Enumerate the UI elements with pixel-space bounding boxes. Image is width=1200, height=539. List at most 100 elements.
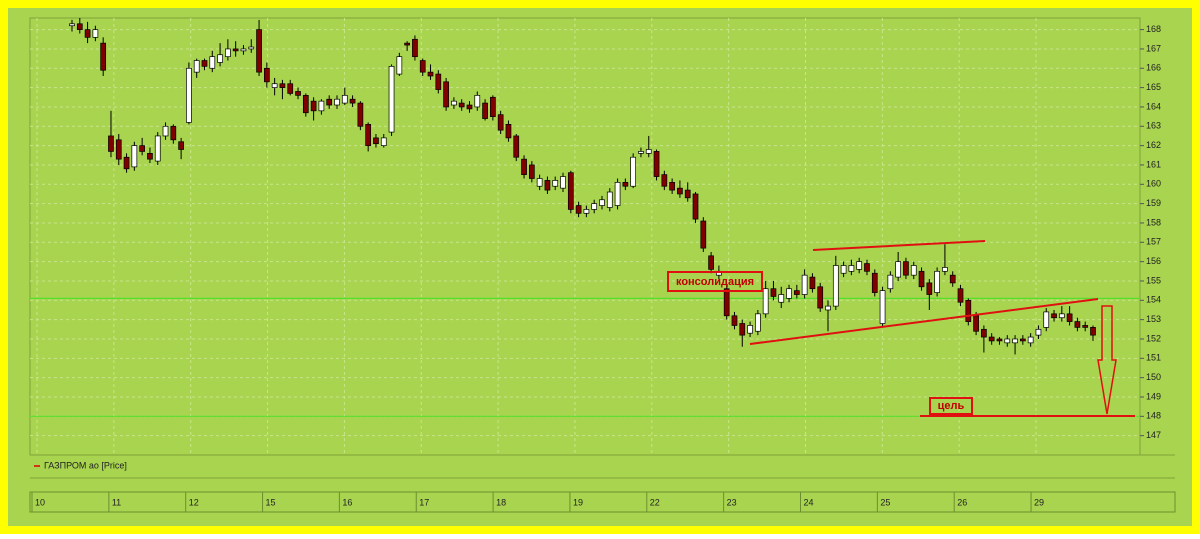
candle-body bbox=[154, 135, 161, 162]
candle-body bbox=[591, 203, 598, 210]
candle-body bbox=[614, 182, 621, 206]
candle-body bbox=[193, 60, 200, 73]
candle-body bbox=[357, 102, 364, 127]
plot-area bbox=[29, 17, 1141, 456]
candle-body bbox=[528, 164, 535, 179]
candle-body bbox=[942, 267, 948, 272]
x-tick-label: 26 bbox=[957, 497, 967, 507]
drawings: консолидация цель bbox=[667, 240, 1135, 417]
candle-body bbox=[700, 220, 707, 249]
y-tick-label: 152 bbox=[1146, 333, 1161, 343]
y-tick-label: 153 bbox=[1146, 314, 1161, 324]
candle-body bbox=[832, 265, 839, 307]
candle-body bbox=[770, 288, 777, 297]
trend-line bbox=[749, 298, 1099, 345]
trend-line bbox=[812, 240, 986, 251]
candle-body bbox=[996, 338, 1003, 342]
candle-body bbox=[162, 125, 169, 137]
candle-body bbox=[583, 209, 590, 214]
candle-body bbox=[435, 73, 442, 90]
candle-body bbox=[809, 276, 816, 290]
candle-body bbox=[232, 48, 239, 52]
y-tick-label: 166 bbox=[1146, 63, 1161, 73]
candle-body bbox=[864, 263, 870, 272]
candle-body bbox=[645, 149, 652, 154]
candle-body bbox=[341, 94, 348, 104]
y-tick-label: 154 bbox=[1146, 295, 1161, 305]
candle-body bbox=[949, 274, 956, 284]
candle-body bbox=[147, 153, 153, 160]
candle-body bbox=[747, 325, 753, 334]
candle-body bbox=[170, 125, 177, 141]
candle-body bbox=[630, 156, 637, 187]
candle-body bbox=[115, 139, 122, 160]
x-tick-label: 11 bbox=[112, 497, 121, 507]
y-tick-label: 162 bbox=[1146, 140, 1161, 150]
x-tick-label: 16 bbox=[342, 497, 352, 507]
annotation-box bbox=[667, 271, 763, 292]
y-tick-label: 156 bbox=[1146, 256, 1161, 266]
candle-body bbox=[225, 48, 231, 58]
candle-body bbox=[302, 94, 309, 114]
candle-body bbox=[848, 265, 855, 272]
candle-body bbox=[1020, 338, 1026, 342]
candle-body bbox=[606, 191, 613, 208]
candle-body bbox=[934, 270, 940, 293]
candle-body bbox=[677, 187, 683, 195]
candle-body bbox=[536, 178, 543, 187]
candle-body bbox=[505, 123, 512, 139]
candle-body bbox=[466, 104, 473, 110]
y-tick-label: 150 bbox=[1146, 372, 1161, 382]
y-tick-label: 151 bbox=[1146, 353, 1161, 363]
x-tick-label: 17 bbox=[419, 497, 429, 507]
candle-body bbox=[240, 48, 247, 52]
candle-body bbox=[575, 205, 582, 214]
candle-body bbox=[973, 315, 979, 332]
legend-label: ГАЗПРОМ ао [Price] bbox=[44, 460, 127, 470]
candle-body bbox=[622, 182, 629, 187]
plot: 147 148 149 150 151 152 153 154 155 156 157 158 159 1… bbox=[30, 18, 1161, 512]
annotation: цель bbox=[938, 400, 965, 412]
candle-body bbox=[217, 54, 223, 63]
candle-body bbox=[684, 189, 691, 199]
candle-body bbox=[871, 272, 878, 293]
y-tick-label: 155 bbox=[1146, 275, 1161, 285]
candle-body bbox=[599, 199, 605, 206]
y-tick-label: 165 bbox=[1146, 82, 1161, 92]
candle-body bbox=[840, 265, 847, 274]
candle-body bbox=[638, 151, 644, 154]
x-tick-label: 18 bbox=[496, 497, 506, 507]
candle-body bbox=[186, 67, 192, 123]
candle-body bbox=[310, 100, 317, 112]
candle-body bbox=[458, 102, 465, 108]
candle-body bbox=[279, 83, 286, 88]
candle-body bbox=[965, 299, 972, 322]
candle-body bbox=[178, 141, 184, 150]
candle-body bbox=[1051, 313, 1057, 319]
candle-body bbox=[69, 23, 75, 27]
candle-body bbox=[661, 174, 668, 187]
candle-body bbox=[271, 83, 278, 88]
candle-body bbox=[139, 145, 145, 152]
candle-body bbox=[957, 288, 964, 303]
annotation-box bbox=[929, 397, 973, 415]
candle-body bbox=[988, 336, 995, 342]
candle-body bbox=[567, 172, 574, 210]
candle-body bbox=[373, 137, 379, 145]
y-tick-label: 164 bbox=[1146, 101, 1161, 111]
candle-body bbox=[412, 38, 418, 58]
x-axis-strip bbox=[29, 491, 1176, 513]
x-tick-label: 25 bbox=[880, 497, 890, 507]
candle-body bbox=[513, 135, 520, 158]
candle-body bbox=[248, 46, 255, 50]
candle-body bbox=[903, 261, 909, 276]
candle-body bbox=[490, 96, 496, 117]
candle-body bbox=[825, 305, 831, 311]
candle-body bbox=[419, 60, 426, 73]
down-arrow bbox=[1097, 305, 1117, 415]
y-tick-label: 159 bbox=[1146, 198, 1161, 208]
candle-body bbox=[1012, 338, 1018, 344]
candle-body bbox=[295, 91, 301, 96]
x-tick-label: 29 bbox=[1034, 497, 1044, 507]
